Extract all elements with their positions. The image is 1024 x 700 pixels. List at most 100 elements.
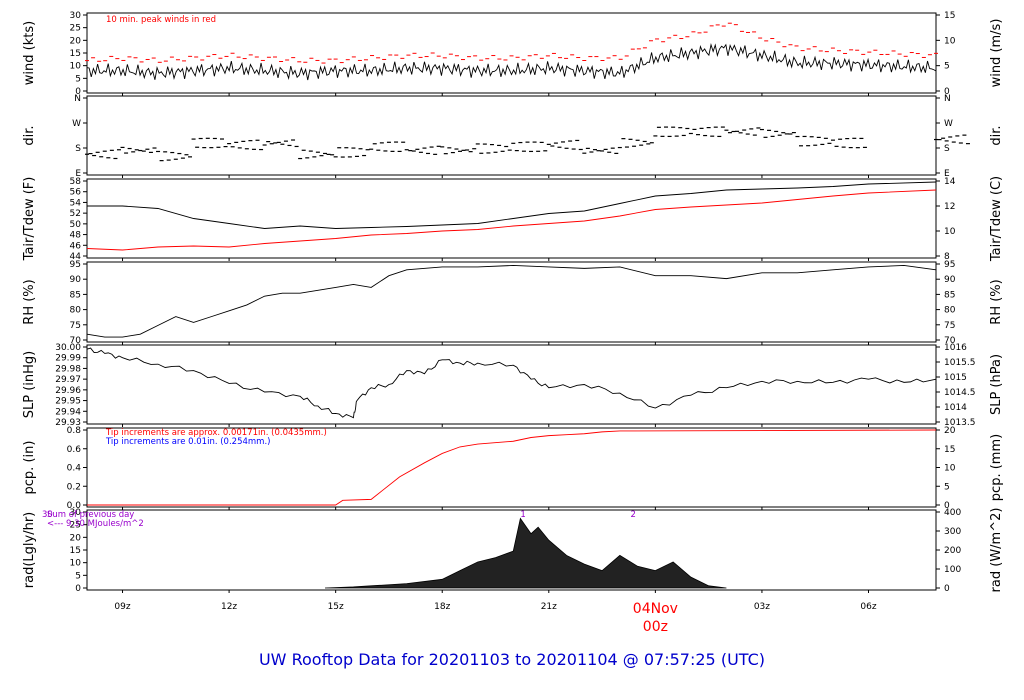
ylabel-right: dir. <box>989 125 1004 145</box>
ylabel-right: wind (m/s) <box>989 19 1004 88</box>
ytick-right-label: W <box>944 119 953 129</box>
ytick-left-label: 90 <box>70 275 82 285</box>
ytick-left-label: 95 <box>70 260 81 270</box>
ytick-left-label: 29.97 <box>55 375 81 385</box>
ytick-left-label: 54 <box>70 198 82 208</box>
ytick-right-label: 0 <box>944 87 950 97</box>
xtick-label: 15z <box>328 602 344 612</box>
ytick-right-label: 15 <box>944 11 955 21</box>
ytick-right-label: 12 <box>944 202 955 212</box>
panel-rh: 70 75 80 85 90 95 70 75 80 85 90 95 RH (%) RH (%) <box>22 260 1004 346</box>
pcp-note: Tip increments are approx. 0.00171in. (0… <box>105 428 327 438</box>
ylabel-right: pcp. (mm) <box>989 434 1004 501</box>
ytick-left-label: 46 <box>70 241 82 251</box>
panel-slp: 29.9329.9429.9529.9629.9729.9829.9930.00… <box>22 343 1004 428</box>
ytick-left-label: 15 <box>70 546 81 556</box>
ytick-right-label: N <box>944 94 951 104</box>
ytick-left-label: 25 <box>70 521 81 531</box>
ytick-right-label: 300 <box>944 527 961 537</box>
ytick-right-label: 1015 <box>944 373 967 383</box>
ytick-left-label: 20 <box>70 36 82 46</box>
ytick-right-label: 100 <box>944 565 961 575</box>
panel-frame <box>86 178 937 259</box>
ytick-right-label: 5 <box>944 482 950 492</box>
xtick-day-sub: 00z <box>643 619 668 635</box>
ytick-left-label: 0 <box>75 87 81 97</box>
rad-marker: 30 <box>42 510 53 520</box>
ytick-left-label: 5 <box>75 74 81 84</box>
ytick-right-label: 0 <box>944 584 950 594</box>
ytick-right-label: 10 <box>944 464 956 474</box>
ytick-left-label: 10 <box>70 559 82 569</box>
ylabel-right: SLP (hPa) <box>989 354 1004 415</box>
ylabel-left: wind (kts) <box>22 21 37 85</box>
slp-series <box>86 347 937 419</box>
ytick-right-label: S <box>944 144 950 154</box>
ytick-left-label: 80 <box>70 306 82 316</box>
rad-area <box>324 517 727 589</box>
ytick-right-label: 8 <box>944 252 950 262</box>
ytick-left-label: 70 <box>70 336 82 346</box>
ytick-left-label: 0.0 <box>67 501 82 511</box>
ytick-left-label: 0 <box>75 584 81 594</box>
ytick-left-label: 75 <box>70 321 81 331</box>
ytick-right-label: 1014 <box>944 403 967 413</box>
ytick-left-label: 29.94 <box>55 407 81 417</box>
ytick-right-label: 1016 <box>944 343 967 353</box>
xtick-label: 12z <box>221 602 237 612</box>
ytick-left-label: 58 <box>70 177 82 187</box>
ylabel-left: pcp. (in) <box>22 441 37 495</box>
ytick-right-label: 5 <box>944 62 950 72</box>
ytick-right-label: 85 <box>944 290 955 300</box>
figure-title: UW Rooftop Data for 20201103 to 20201104… <box>258 650 766 669</box>
ytick-left-label: 5 <box>75 571 81 581</box>
ytick-left-label: 30 <box>70 11 82 21</box>
ylabel-right: rad (W/m^2) <box>989 508 1004 593</box>
xtick-label: 18z <box>434 602 450 612</box>
ytick-left-label: 0.4 <box>67 464 82 474</box>
ytick-left-label: 10 <box>70 62 82 72</box>
ytick-right-label: 14 <box>944 177 956 187</box>
ytick-right-label: 75 <box>944 321 955 331</box>
pcp-series <box>87 429 937 506</box>
panel-frame <box>86 261 937 343</box>
ytick-left-label: N <box>74 94 81 104</box>
ytick-left-label: 85 <box>70 290 81 300</box>
ylabel-left: RH (%) <box>22 279 37 324</box>
ytick-left-label: 50 <box>70 220 82 230</box>
ytick-right-label: E <box>944 169 950 179</box>
ytick-right-label: 90 <box>944 275 956 285</box>
ytick-right-label: 10 <box>944 36 956 46</box>
ytick-left-label: 20 <box>70 533 82 543</box>
ylabel-right: Tair/Tdew (C) <box>989 176 1004 262</box>
rad-marker: 1 <box>520 510 525 520</box>
ytick-left-label: 0.6 <box>67 445 82 455</box>
panel-frame <box>86 95 937 176</box>
ytick-left-label: 56 <box>70 188 82 198</box>
ytick-left-label: 29.95 <box>55 397 81 407</box>
ytick-right-label: 10 <box>944 227 956 237</box>
ytick-right-label: 1013.5 <box>944 418 976 428</box>
xtick-label: 06z <box>860 602 876 612</box>
ytick-left-label: 29.98 <box>55 364 81 374</box>
temp-series <box>86 189 937 251</box>
ytick-right-label: 0 <box>944 501 950 511</box>
ytick-right-label: 1015.5 <box>944 358 976 368</box>
ytick-left-label: 52 <box>70 209 81 219</box>
ytick-right-label: 95 <box>944 260 955 270</box>
panel-pcp: 0.0 0.2 0.4 0.6 0.8 0 5 10 15 20 pcp. (in) pcp. (mm… <box>22 426 1004 511</box>
ytick-left-label: 25 <box>70 24 81 34</box>
xtick-label: 03z <box>754 602 770 612</box>
wind-series <box>86 43 937 81</box>
ytick-left-label: 29.99 <box>55 354 81 364</box>
ylabel-right: RH (%) <box>989 279 1004 324</box>
ytick-left-label: 30 <box>70 508 82 518</box>
xtick-label: 21z <box>541 602 557 612</box>
xtick-label: 09z <box>114 602 130 612</box>
ytick-right-label: 15 <box>944 445 955 455</box>
ytick-right-label: 200 <box>944 546 961 556</box>
